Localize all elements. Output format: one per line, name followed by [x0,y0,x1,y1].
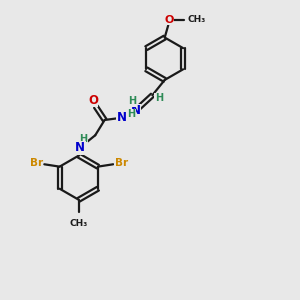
Text: N: N [130,104,141,117]
Text: Br: Br [29,158,43,168]
Text: N: N [116,111,126,124]
Text: H: H [127,109,135,119]
Text: CH₃: CH₃ [188,15,206,24]
Text: N: N [75,141,85,154]
Text: H: H [80,134,88,144]
Text: Br: Br [115,158,128,168]
Text: O: O [88,94,98,107]
Text: H: H [155,93,163,103]
Text: CH₃: CH₃ [70,219,88,228]
Text: O: O [164,15,173,25]
Text: H: H [128,96,136,106]
